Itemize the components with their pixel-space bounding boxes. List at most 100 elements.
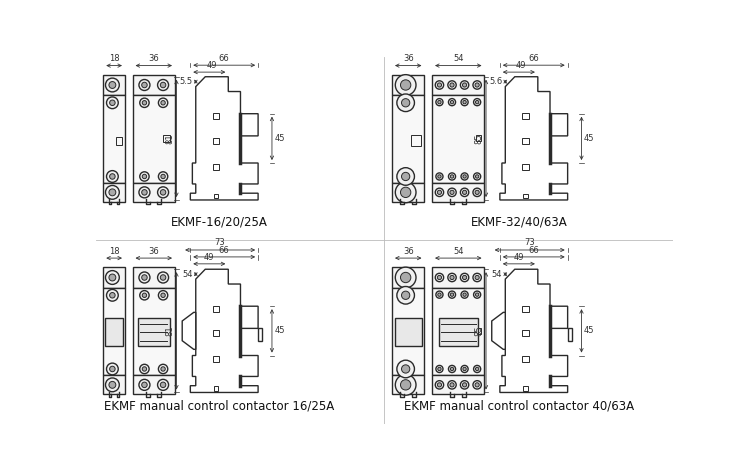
- Circle shape: [400, 380, 411, 390]
- Circle shape: [450, 100, 454, 104]
- Circle shape: [448, 188, 456, 197]
- Circle shape: [460, 273, 469, 282]
- Circle shape: [461, 291, 468, 298]
- Circle shape: [463, 175, 466, 178]
- Circle shape: [450, 383, 454, 387]
- Circle shape: [448, 99, 455, 106]
- Circle shape: [476, 293, 478, 297]
- Circle shape: [460, 188, 469, 197]
- Circle shape: [436, 173, 443, 180]
- Circle shape: [463, 367, 466, 371]
- Text: 81: 81: [165, 133, 174, 144]
- Circle shape: [400, 187, 411, 198]
- Circle shape: [142, 293, 147, 298]
- Circle shape: [448, 381, 456, 389]
- Bar: [392, 375, 424, 395]
- Circle shape: [473, 291, 481, 298]
- Bar: [104, 268, 125, 288]
- Text: 36: 36: [148, 54, 159, 63]
- Bar: [104, 95, 125, 183]
- Bar: [104, 183, 125, 202]
- Circle shape: [450, 293, 454, 297]
- Bar: [522, 330, 529, 337]
- Circle shape: [158, 291, 168, 300]
- Circle shape: [106, 363, 118, 375]
- Bar: [522, 113, 529, 119]
- Circle shape: [106, 186, 119, 199]
- Circle shape: [397, 168, 415, 185]
- Bar: [138, 318, 170, 346]
- Text: 81: 81: [165, 326, 174, 336]
- Circle shape: [473, 173, 481, 180]
- Bar: [213, 330, 220, 337]
- Circle shape: [475, 190, 479, 194]
- Circle shape: [395, 267, 416, 288]
- Text: 36: 36: [403, 247, 413, 256]
- Circle shape: [435, 188, 444, 197]
- Circle shape: [397, 287, 415, 304]
- Bar: [213, 306, 220, 312]
- Circle shape: [160, 189, 166, 195]
- Circle shape: [106, 289, 118, 301]
- Circle shape: [448, 173, 455, 180]
- Circle shape: [106, 170, 118, 182]
- Text: 66: 66: [529, 246, 539, 255]
- Circle shape: [436, 291, 443, 298]
- Circle shape: [435, 381, 444, 389]
- Text: 73: 73: [214, 238, 226, 247]
- Circle shape: [450, 175, 454, 178]
- Circle shape: [450, 367, 454, 371]
- Circle shape: [106, 78, 119, 92]
- Bar: [439, 318, 478, 346]
- Circle shape: [110, 366, 116, 372]
- Text: EKMF-16/20/25A: EKMF-16/20/25A: [170, 216, 267, 229]
- Circle shape: [401, 99, 410, 107]
- Bar: [104, 375, 125, 395]
- Circle shape: [448, 273, 456, 282]
- Text: 49: 49: [206, 61, 217, 70]
- Bar: [214, 194, 218, 198]
- Circle shape: [437, 276, 442, 279]
- Circle shape: [463, 276, 466, 279]
- Circle shape: [475, 83, 479, 87]
- Polygon shape: [182, 312, 196, 349]
- Circle shape: [395, 375, 416, 395]
- Text: 85: 85: [475, 326, 484, 336]
- Circle shape: [110, 100, 116, 106]
- Circle shape: [158, 379, 169, 390]
- Bar: [164, 327, 170, 335]
- Circle shape: [438, 100, 441, 104]
- Text: 49: 49: [514, 253, 524, 261]
- Circle shape: [437, 190, 442, 194]
- Circle shape: [139, 79, 150, 90]
- Circle shape: [473, 99, 481, 106]
- Bar: [104, 288, 125, 375]
- Text: 54: 54: [492, 270, 502, 278]
- Bar: [432, 375, 484, 395]
- Bar: [133, 268, 175, 288]
- Circle shape: [110, 293, 116, 298]
- Circle shape: [475, 276, 479, 279]
- Circle shape: [438, 175, 441, 178]
- Bar: [522, 356, 529, 362]
- Circle shape: [435, 81, 444, 89]
- Circle shape: [160, 275, 166, 280]
- Circle shape: [461, 173, 468, 180]
- Circle shape: [109, 81, 115, 89]
- Bar: [214, 386, 218, 391]
- Bar: [133, 288, 175, 375]
- Circle shape: [106, 270, 119, 284]
- Bar: [524, 194, 528, 198]
- Bar: [133, 95, 175, 183]
- Bar: [213, 138, 220, 144]
- Polygon shape: [190, 77, 258, 200]
- Circle shape: [160, 82, 166, 88]
- Circle shape: [140, 172, 149, 181]
- Text: 18: 18: [109, 247, 119, 256]
- Bar: [412, 328, 421, 339]
- Polygon shape: [500, 77, 568, 200]
- Text: 85: 85: [475, 133, 484, 144]
- Circle shape: [158, 172, 168, 181]
- Circle shape: [142, 174, 147, 178]
- Bar: [133, 75, 175, 95]
